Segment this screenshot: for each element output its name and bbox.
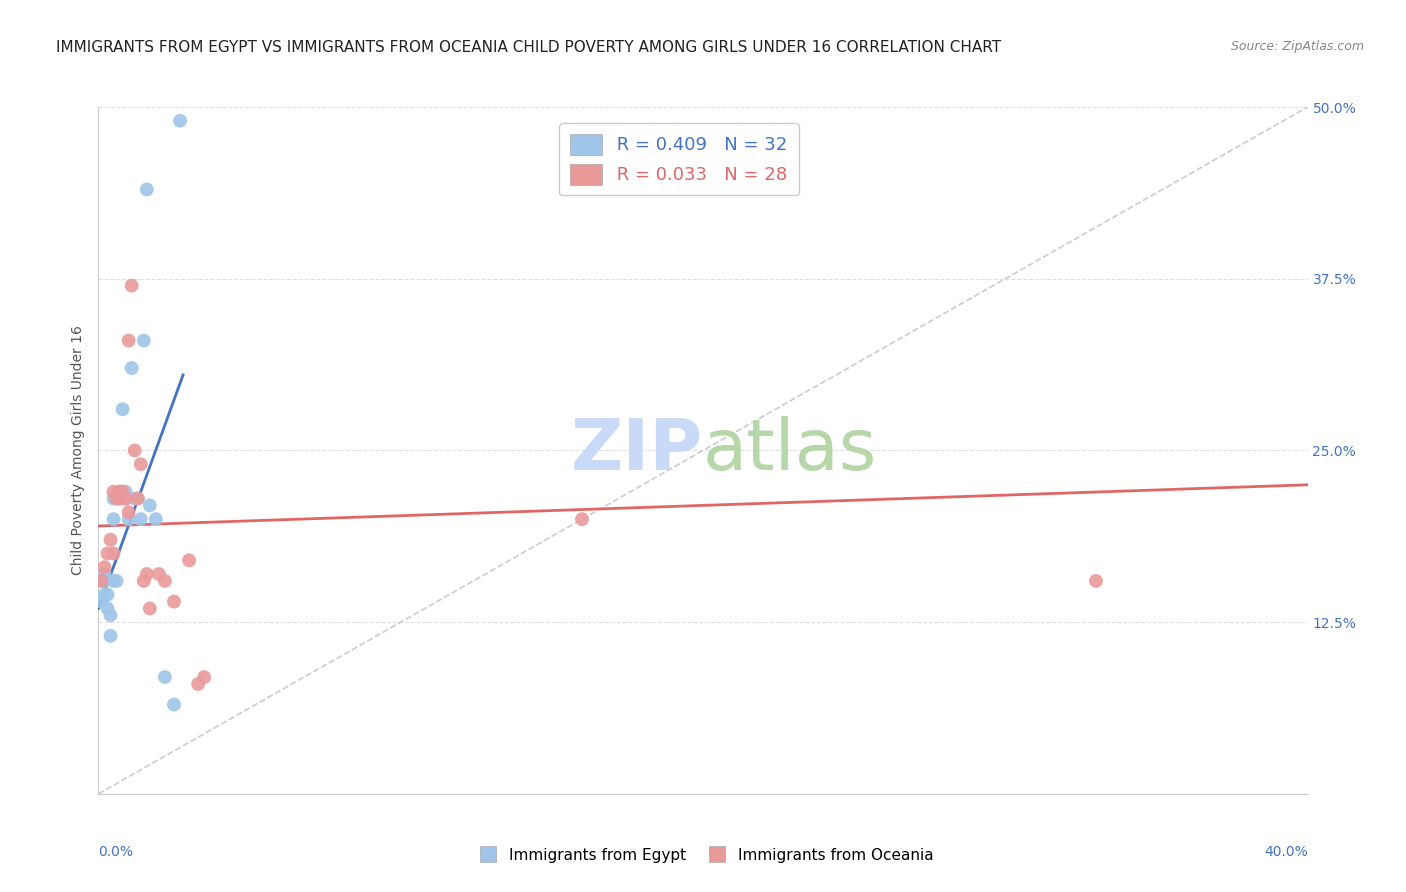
Point bbox=[118, 334, 141, 348]
Point bbox=[139, 499, 162, 513]
Point bbox=[105, 491, 128, 506]
Point bbox=[114, 491, 136, 506]
Point bbox=[111, 484, 134, 499]
Point bbox=[135, 182, 157, 196]
Text: IMMIGRANTS FROM EGYPT VS IMMIGRANTS FROM OCEANIA CHILD POVERTY AMONG GIRLS UNDER: IMMIGRANTS FROM EGYPT VS IMMIGRANTS FROM… bbox=[56, 40, 1001, 55]
Point bbox=[114, 484, 136, 499]
Point bbox=[93, 560, 115, 574]
Text: 40.0%: 40.0% bbox=[1264, 845, 1308, 859]
Point bbox=[90, 574, 112, 588]
Point bbox=[103, 484, 125, 499]
Point bbox=[132, 334, 155, 348]
Point bbox=[169, 113, 191, 128]
Point bbox=[105, 574, 128, 588]
Point bbox=[153, 670, 176, 684]
Point bbox=[139, 601, 162, 615]
Point bbox=[108, 491, 131, 506]
Point bbox=[108, 484, 131, 499]
Point bbox=[96, 546, 118, 561]
Point bbox=[111, 402, 134, 417]
Y-axis label: Child Poverty Among Girls Under 16: Child Poverty Among Girls Under 16 bbox=[72, 326, 86, 575]
Text: 0.0%: 0.0% bbox=[98, 845, 134, 859]
Point bbox=[163, 698, 186, 712]
Point bbox=[121, 278, 143, 293]
Point bbox=[163, 594, 186, 608]
Point bbox=[124, 491, 146, 506]
Point bbox=[124, 443, 146, 458]
Point bbox=[103, 491, 125, 506]
Point bbox=[571, 512, 593, 526]
Point bbox=[145, 512, 167, 526]
Point bbox=[90, 574, 112, 588]
Point bbox=[179, 553, 201, 567]
Point bbox=[187, 677, 209, 691]
Point bbox=[114, 491, 136, 506]
Point bbox=[108, 491, 131, 506]
Text: Source: ZipAtlas.com: Source: ZipAtlas.com bbox=[1230, 40, 1364, 54]
Point bbox=[100, 533, 122, 547]
Point bbox=[153, 574, 176, 588]
Point bbox=[93, 574, 115, 588]
Point bbox=[100, 608, 122, 623]
Text: ZIP: ZIP bbox=[571, 416, 703, 485]
Point bbox=[118, 512, 141, 526]
Point bbox=[148, 567, 170, 582]
Point bbox=[129, 512, 152, 526]
Legend: Immigrants from Egypt, Immigrants from Oceania: Immigrants from Egypt, Immigrants from O… bbox=[467, 841, 939, 869]
Point bbox=[96, 588, 118, 602]
Point bbox=[103, 574, 125, 588]
Point bbox=[96, 601, 118, 615]
Point bbox=[193, 670, 215, 684]
Point bbox=[93, 567, 115, 582]
Point bbox=[108, 484, 131, 499]
Point bbox=[132, 574, 155, 588]
Point bbox=[129, 457, 152, 471]
Point bbox=[1085, 574, 1108, 588]
Point bbox=[127, 491, 149, 506]
Point bbox=[93, 588, 115, 602]
Point bbox=[135, 567, 157, 582]
Point bbox=[105, 491, 128, 506]
Point bbox=[90, 594, 112, 608]
Point bbox=[121, 361, 143, 376]
Point bbox=[111, 484, 134, 499]
Point bbox=[103, 546, 125, 561]
Point bbox=[118, 505, 141, 519]
Text: atlas: atlas bbox=[703, 416, 877, 485]
Point bbox=[127, 491, 149, 506]
Point bbox=[103, 512, 125, 526]
Point bbox=[100, 629, 122, 643]
